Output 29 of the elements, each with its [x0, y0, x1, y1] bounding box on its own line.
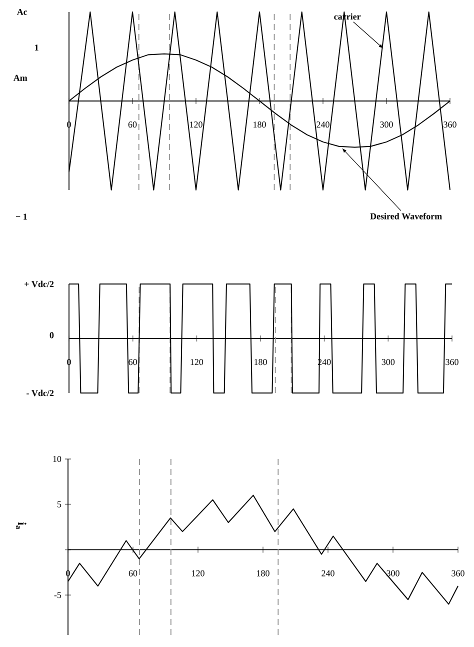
x-tick-label: 120 [190, 359, 204, 366]
y-tick-label: 10 [53, 456, 62, 462]
x-tick-label: 300 [382, 359, 395, 366]
text: 0 [50, 332, 54, 338]
annotation: Desired Waveform [370, 212, 442, 220]
x-tick-label: 60 [128, 122, 137, 128]
x-tick-label: 180 [254, 359, 267, 366]
x-tick-label: 60 [128, 570, 138, 576]
y-tick-label: -5 [54, 592, 62, 598]
text: + Vdc/2 [24, 280, 54, 288]
text: 1 [35, 44, 38, 51]
x-tick-label: 240 [316, 122, 330, 128]
text: - Vdc/2 [26, 390, 54, 396]
x-tick-label: 300 [386, 570, 400, 576]
x-tick-label: 240 [322, 570, 334, 576]
x-tick-label: 360 [452, 570, 464, 576]
x-tick-label: 120 [192, 570, 204, 576]
text: Am [13, 74, 28, 81]
x-tick-label: 60 [128, 359, 137, 366]
text: i$_{a}$ [16, 522, 26, 530]
y-tick-label: 5 [57, 501, 62, 508]
x-tick-label: 180 [257, 570, 270, 576]
x-tick-label: 360 [446, 359, 458, 366]
x-tick-label: 360 [444, 122, 456, 128]
text: − 1 [16, 214, 27, 220]
x-tick-label: 120 [190, 122, 202, 128]
x-tick-label: 180 [254, 122, 266, 128]
x-tick-label: 300 [380, 122, 393, 128]
text: Ac [16, 8, 28, 15]
